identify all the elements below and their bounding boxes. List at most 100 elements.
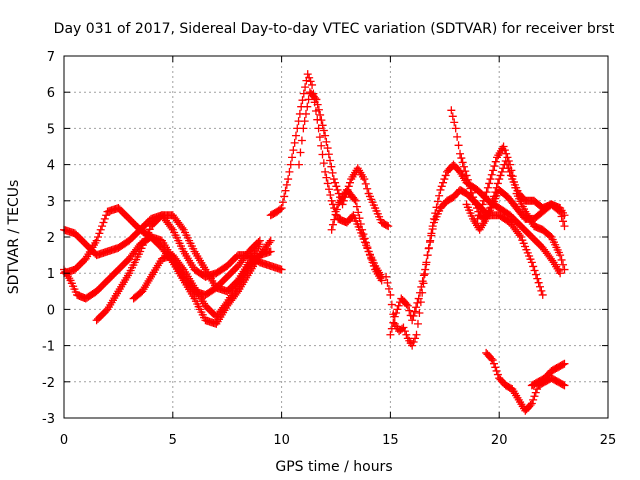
data-point (277, 265, 286, 274)
data-point (457, 154, 466, 163)
data-point (96, 225, 105, 234)
data-point (503, 160, 512, 169)
data-point (317, 116, 326, 125)
data-point (394, 301, 403, 310)
x-tick-label: 10 (273, 433, 290, 448)
data-point (382, 272, 391, 281)
data-point (488, 356, 497, 365)
data-point (297, 136, 306, 145)
y-axis-label: SDTVAR / TECUs (6, 180, 22, 295)
data-point (413, 319, 422, 328)
x-tick-label: 15 (382, 433, 399, 448)
y-tick-label: 1 (47, 267, 55, 282)
data-point (492, 366, 501, 375)
data-point (421, 265, 430, 274)
data-point (359, 230, 368, 239)
data-point (492, 183, 501, 192)
data-point (323, 179, 332, 188)
data-point (95, 229, 104, 238)
data-point (178, 223, 187, 232)
data-point (504, 164, 513, 173)
data-point (280, 192, 289, 201)
data-point (411, 334, 420, 343)
data-point (317, 141, 326, 150)
data-point (486, 175, 495, 184)
data-point (533, 274, 542, 283)
data-point (409, 311, 418, 320)
data-point (559, 380, 568, 389)
data-point (178, 263, 187, 272)
data-point (298, 96, 307, 105)
data-point (436, 185, 445, 194)
data-point (414, 294, 423, 303)
data-point (482, 188, 491, 197)
data-point (330, 215, 339, 224)
y-tick-label: 6 (47, 86, 55, 101)
data-point (102, 211, 111, 220)
data-point (491, 157, 500, 166)
series-sat-h (327, 185, 386, 281)
data-point (99, 218, 108, 227)
data-point (412, 303, 421, 312)
data-point (94, 233, 102, 241)
data-point (448, 112, 457, 121)
data-point (461, 167, 470, 176)
data-point (491, 188, 500, 197)
data-point (352, 202, 361, 211)
data-point (471, 200, 480, 209)
data-point (389, 318, 398, 327)
data-point (536, 282, 544, 291)
data-point (489, 166, 498, 175)
x-tick-label: 25 (600, 433, 617, 448)
data-point (433, 197, 442, 206)
data-point (305, 73, 314, 82)
data-point (325, 185, 334, 194)
data-point (281, 186, 290, 195)
data-point (485, 179, 494, 188)
data-point (556, 251, 565, 260)
data-point (467, 188, 476, 197)
data-point (559, 260, 568, 269)
data-point (437, 182, 446, 191)
y-tick-label: 2 (47, 231, 55, 246)
data-point (326, 191, 335, 200)
data-point (559, 217, 568, 226)
data-point (529, 395, 538, 404)
data-point (501, 156, 510, 165)
data-point (282, 180, 291, 189)
data-point (327, 162, 336, 171)
data-point (500, 146, 509, 155)
data-point (384, 222, 393, 231)
data-point (441, 171, 450, 180)
data-point (499, 142, 508, 151)
data-point (387, 324, 396, 333)
data-point (361, 179, 370, 188)
data-point (415, 288, 424, 297)
data-point (490, 162, 499, 171)
data-point (487, 170, 496, 179)
data-point (418, 277, 427, 286)
data-point (557, 255, 566, 264)
data-point (327, 225, 336, 234)
data-point (560, 211, 569, 220)
data-point (481, 192, 490, 201)
data-point (399, 323, 408, 332)
data-point (493, 370, 502, 379)
data-point (484, 207, 493, 216)
data-point (383, 278, 392, 287)
data-point (463, 175, 472, 184)
data-point (321, 167, 330, 176)
data-point (413, 298, 422, 307)
data-point (356, 219, 365, 228)
data-point (289, 146, 298, 155)
y-tick-label: 7 (47, 50, 55, 65)
data-point (402, 330, 411, 339)
data-point (560, 359, 569, 368)
data-point (526, 400, 535, 409)
data-point (462, 171, 471, 180)
data-point (474, 211, 483, 220)
data-point (429, 214, 438, 223)
data-point (505, 167, 514, 176)
data-point (296, 148, 305, 157)
